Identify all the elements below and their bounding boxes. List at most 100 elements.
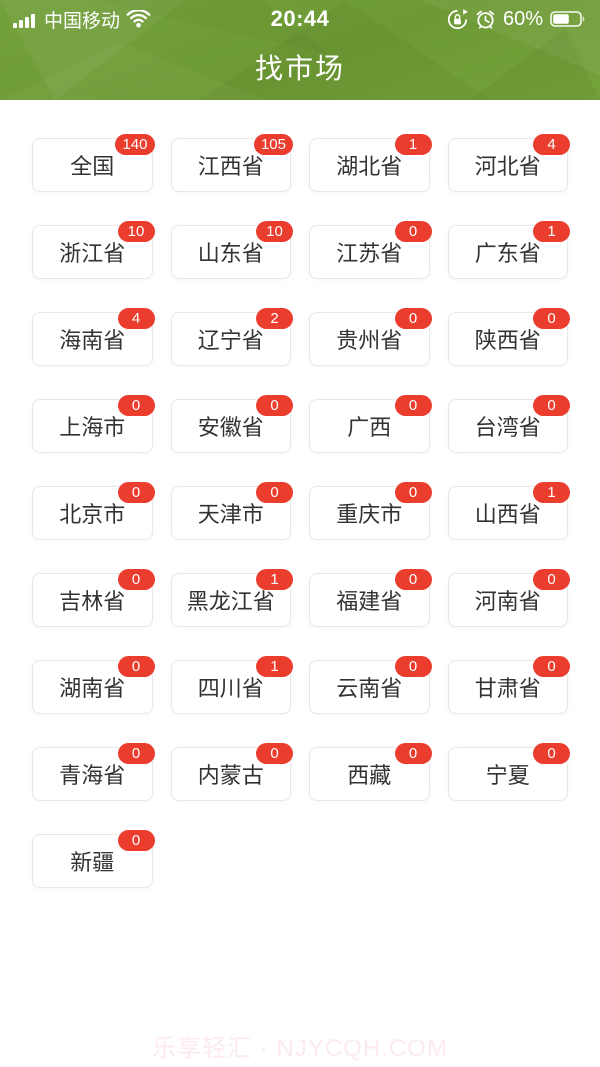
province-label: 浙江省 <box>59 241 126 266</box>
province-label: 云南省 <box>336 676 403 701</box>
province-badge: 1 <box>533 221 570 242</box>
province-badge: 0 <box>117 395 155 416</box>
province-badge: 0 <box>533 308 570 329</box>
province-label: 四川省 <box>197 676 264 701</box>
province-badge: 0 <box>394 395 432 416</box>
province-button[interactable]: 台湾省 0 <box>447 395 570 453</box>
province-button[interactable]: 福建省 0 <box>309 569 432 627</box>
province-label: 甘肃省 <box>474 676 541 701</box>
province-button[interactable]: 青海省 0 <box>32 743 155 801</box>
province-badge: 0 <box>394 656 432 677</box>
province-button[interactable]: 辽宁省 2 <box>170 308 293 366</box>
province-badge: 0 <box>533 395 570 416</box>
province-badge: 0 <box>394 569 432 590</box>
province-button[interactable]: 云南省 0 <box>309 656 432 714</box>
province-label: 河北省 <box>474 154 541 179</box>
province-label: 河南省 <box>474 589 541 614</box>
alarm-icon <box>476 10 495 29</box>
province-button[interactable]: 宁夏 0 <box>447 743 570 801</box>
province-button[interactable]: 黑龙江省 1 <box>170 569 293 627</box>
province-badge: 0 <box>256 395 293 416</box>
province-badge: 2 <box>256 308 293 329</box>
province-button[interactable]: 江苏省 0 <box>309 221 432 279</box>
province-button[interactable]: 上海市 0 <box>32 395 155 453</box>
province-badge: 1 <box>256 656 293 677</box>
province-button[interactable]: 河北省 4 <box>447 134 570 192</box>
province-button[interactable]: 广西 0 <box>309 395 432 453</box>
province-badge: 0 <box>533 656 570 677</box>
province-label: 宁夏 <box>485 763 530 788</box>
battery-fill <box>553 14 569 24</box>
province-label: 海南省 <box>59 328 126 353</box>
province-label: 黑龙江省 <box>186 589 275 614</box>
status-bar-right: 60% <box>447 8 587 31</box>
province-label: 上海市 <box>59 415 126 440</box>
province-button[interactable]: 北京市 0 <box>32 482 155 540</box>
nav-bar: 找市场 <box>0 38 600 96</box>
province-label: 内蒙古 <box>197 763 264 788</box>
province-badge: 4 <box>533 134 570 155</box>
status-bar-left: 中国移动 <box>13 6 151 33</box>
page-title: 找市场 <box>254 53 345 84</box>
province-label: 全国 <box>70 154 115 179</box>
province-button[interactable]: 陕西省 0 <box>447 308 570 366</box>
app-header: 中国移动 20:44 <box>0 0 600 100</box>
province-button[interactable]: 湖南省 0 <box>32 656 155 714</box>
province-label: 湖北省 <box>336 154 403 179</box>
province-button[interactable]: 天津市 0 <box>170 482 293 540</box>
signal-strength-icon <box>13 14 35 28</box>
province-label: 广东省 <box>474 241 541 266</box>
province-badge: 0 <box>533 569 570 590</box>
province-button[interactable]: 江西省 105 <box>170 134 293 192</box>
province-badge: 0 <box>394 221 432 242</box>
province-label: 广西 <box>347 415 392 440</box>
province-label: 吉林省 <box>59 589 126 614</box>
province-button[interactable]: 吉林省 0 <box>32 569 155 627</box>
province-button[interactable]: 内蒙古 0 <box>170 743 293 801</box>
province-grid: 全国 140 江西省 105 湖北省 1 河北省 4 浙江省 10 山东省 10… <box>0 100 600 888</box>
province-button[interactable]: 四川省 1 <box>170 656 293 714</box>
province-label: 安徽省 <box>197 415 264 440</box>
province-badge: 0 <box>256 743 293 764</box>
province-badge: 1 <box>394 134 432 155</box>
province-badge: 0 <box>117 569 155 590</box>
province-button[interactable]: 甘肃省 0 <box>447 656 570 714</box>
province-button[interactable]: 山东省 10 <box>170 221 293 279</box>
province-button[interactable]: 浙江省 10 <box>32 221 155 279</box>
province-button[interactable]: 重庆市 0 <box>309 482 432 540</box>
province-label: 福建省 <box>336 589 403 614</box>
province-button[interactable]: 全国 140 <box>32 134 155 192</box>
province-badge: 0 <box>117 482 155 503</box>
province-button[interactable]: 西藏 0 <box>309 743 432 801</box>
carrier-label: 中国移动 <box>44 10 121 32</box>
province-badge: 0 <box>117 830 155 851</box>
province-label: 青海省 <box>59 763 126 788</box>
province-button[interactable]: 河南省 0 <box>447 569 570 627</box>
province-button[interactable]: 山西省 1 <box>447 482 570 540</box>
province-label: 天津市 <box>197 502 264 527</box>
province-button[interactable]: 海南省 4 <box>32 308 155 366</box>
province-label: 辽宁省 <box>197 328 264 353</box>
province-badge: 105 <box>253 134 293 155</box>
province-badge: 0 <box>394 743 432 764</box>
province-badge: 0 <box>256 482 293 503</box>
province-button[interactable]: 安徽省 0 <box>170 395 293 453</box>
province-badge: 4 <box>117 308 155 329</box>
status-bar: 中国移动 20:44 <box>0 0 600 38</box>
province-badge: 0 <box>117 656 155 677</box>
province-label: 陕西省 <box>474 328 541 353</box>
province-label: 山西省 <box>474 502 541 527</box>
province-badge: 0 <box>394 308 432 329</box>
province-button[interactable]: 贵州省 0 <box>309 308 432 366</box>
province-label: 湖南省 <box>59 676 126 701</box>
province-badge: 10 <box>117 221 155 242</box>
province-button[interactable]: 新疆 0 <box>32 830 155 888</box>
wifi-icon <box>126 10 151 28</box>
province-badge: 0 <box>117 743 155 764</box>
battery-percent: 60% <box>502 7 543 30</box>
province-button[interactable]: 湖北省 1 <box>309 134 432 192</box>
province-button[interactable]: 广东省 1 <box>447 221 570 279</box>
province-label: 北京市 <box>59 502 126 527</box>
province-badge: 0 <box>533 743 570 764</box>
orientation-lock-icon <box>447 8 468 29</box>
